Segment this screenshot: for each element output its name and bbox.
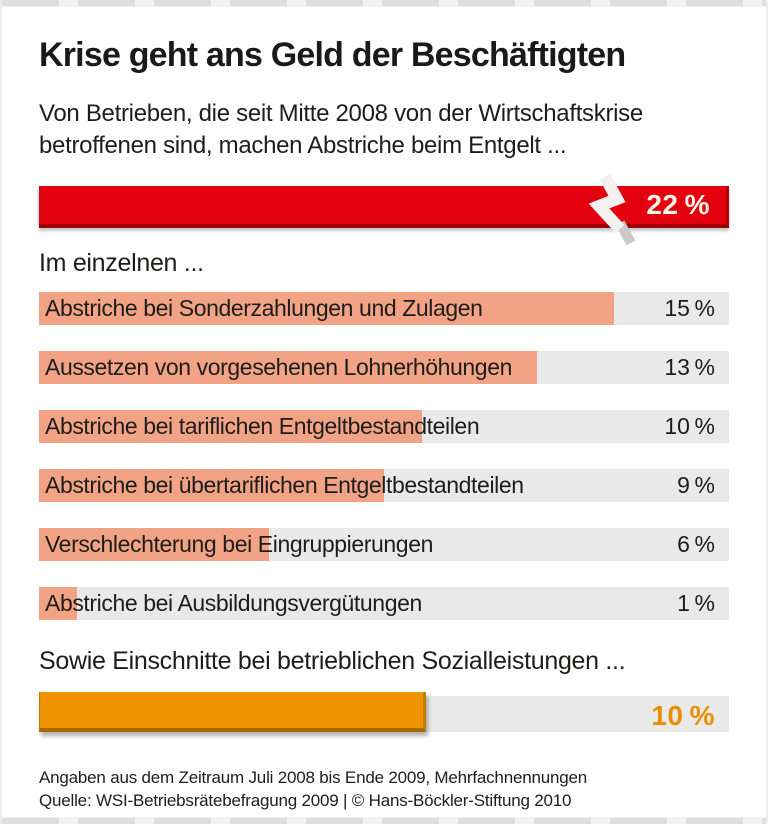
page-title: Krise geht ans Geld der Beschäftigten [39, 36, 626, 74]
decorative-top-border [2, 0, 766, 7]
bar-row: Abstriche bei tariflichen Entgeltbestand… [39, 410, 729, 443]
bar-label: Verschlechterung bei Eingruppierungen [45, 531, 433, 557]
bar-fill [39, 469, 384, 502]
bar-row: Verschlechterung bei Eingruppierungen 6 … [39, 528, 729, 561]
bar-rows: Abstriche bei Sonderzahlungen und Zulage… [39, 292, 729, 620]
footnote-line: Angaben aus dem Zeitraum Juli 2008 bis E… [39, 768, 587, 787]
bar-percent-value: 1 % [677, 590, 715, 616]
bar-break-icon [588, 174, 636, 246]
social-bar: 10 % [39, 692, 729, 740]
decorative-bottom-border [2, 817, 766, 824]
bar-row: Abstriche bei Ausbildungsvergütungen 1 % [39, 587, 729, 620]
bar-row: Abstriche bei übertariflichen Entgeltbes… [39, 469, 729, 502]
chart-subtitle: Von Betrieben, die seit Mitte 2008 von d… [39, 100, 643, 159]
bar-percent-value: 9 % [677, 472, 715, 498]
footer: Angaben aus dem Zeitraum Juli 2008 bis E… [39, 766, 729, 812]
bar-fill [39, 587, 77, 620]
bar-fill [39, 528, 269, 561]
social-bar-fill [39, 692, 426, 732]
bar-label: Aussetzen von vorgesehenen Lohnerhöhunge… [45, 354, 512, 380]
bar-percent-value: 13 % [664, 354, 715, 380]
total-bar: 22 % [39, 174, 729, 246]
social-section-heading: Sowie Einschnitte bei betrieblichen Sozi… [39, 647, 626, 675]
bar-fill [39, 292, 614, 325]
social-percent-value: 10 % [651, 700, 715, 731]
bar-label: Abstriche bei übertariflichen Entgeltbes… [45, 472, 524, 498]
total-percent-value: 22 % [646, 189, 710, 220]
bar-percent-value: 15 % [664, 295, 715, 321]
bar-fill [39, 410, 422, 443]
bar-row: Abstriche bei Sonderzahlungen und Zulage… [39, 292, 729, 325]
bar-percent-value: 10 % [664, 413, 715, 439]
bar-label: Abstriche bei Sonderzahlungen und Zulage… [45, 295, 483, 321]
bar-row: Aussetzen von vorgesehenen Lohnerhöhunge… [39, 351, 729, 384]
bar-fill [39, 351, 537, 384]
bar-label: Abstriche bei tariflichen Entgeltbestand… [45, 413, 480, 439]
bar-percent-value: 6 % [677, 531, 715, 557]
detail-section-heading: Im einzelnen ... [39, 249, 204, 277]
bar-label: Abstriche bei Ausbildungsvergütungen [45, 590, 422, 616]
source-line: Quelle: WSI-Betriebsrätebefragung 2009 |… [39, 791, 572, 810]
